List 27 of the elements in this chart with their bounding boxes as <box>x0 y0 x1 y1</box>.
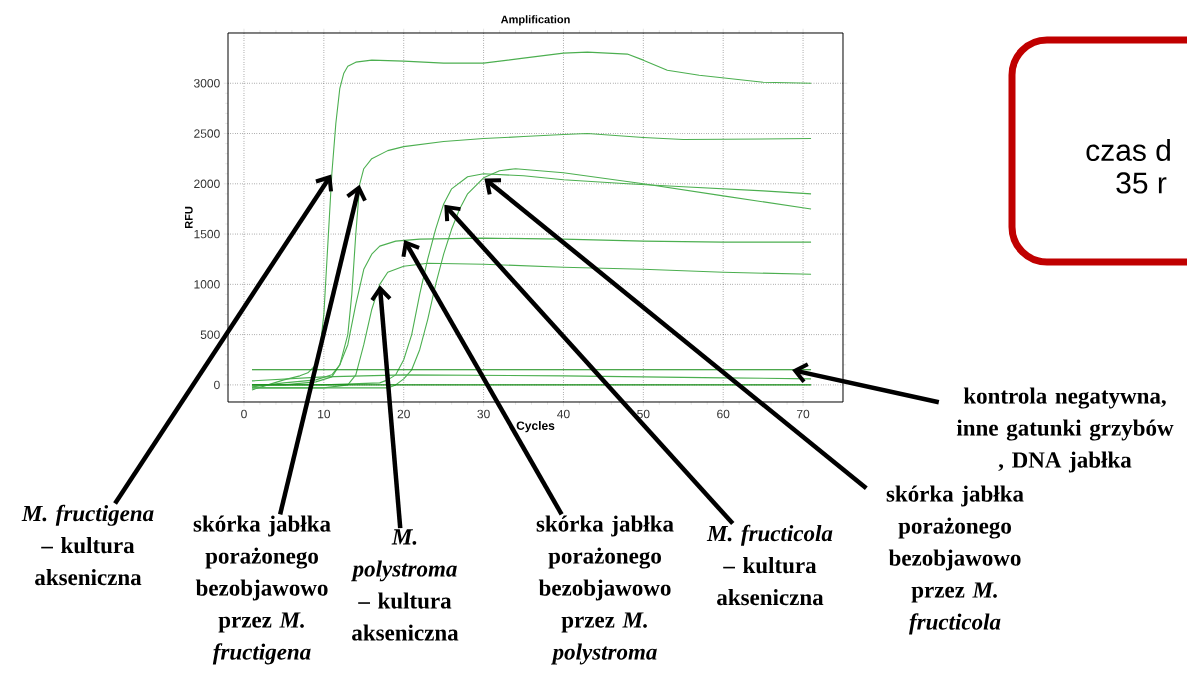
text: 35 r <box>1116 172 1167 194</box>
text: czas d <box>1086 138 1170 162</box>
annotation: M. fructicola – kultura akseniczna <box>706 524 833 606</box>
x-tick-label: 30 <box>477 409 490 419</box>
x-tick-label: 40 <box>557 409 570 419</box>
annotation: M. polystroma – kultura akseniczna <box>350 529 459 641</box>
x-tick-label: 50 <box>637 409 650 419</box>
annotation: kontrola negatywna, inne gatunki grzybów , DNA jabłka <box>956 387 1174 473</box>
annotation: M. fructigena – kultura akseniczna <box>21 504 154 586</box>
x-tick-label: 20 <box>397 409 410 419</box>
annotation: skórka jabłka porażonego bezobjawowo przez M. fructicola <box>886 485 1024 635</box>
x-tick-label: 0 <box>241 409 247 419</box>
y-tick-label: 2500 <box>194 129 220 138</box>
x-tick-label: 70 <box>797 409 810 419</box>
annotation: skórka jabłka porażonego bezobjawowo przez M. polystroma <box>536 515 674 665</box>
y-tick-label: 500 <box>200 330 220 339</box>
x-axis-title: Cycles <box>516 421 555 433</box>
y-tick-label: 2000 <box>194 179 220 189</box>
x-tick-label: 60 <box>717 409 730 419</box>
chart-title: Amplification <box>500 15 570 26</box>
y-axis-title: RFU <box>185 206 193 229</box>
y-tick-label: 3000 <box>193 79 220 88</box>
y-tick-label: 0 <box>214 380 220 390</box>
y-tick-label: 1000 <box>194 280 220 289</box>
y-tick-label: 1500 <box>194 229 220 239</box>
annotation: skórka jabłka porażonego bezobjawowo przez M. fructigena <box>193 515 331 665</box>
x-tick-label: 10 <box>318 409 331 419</box>
